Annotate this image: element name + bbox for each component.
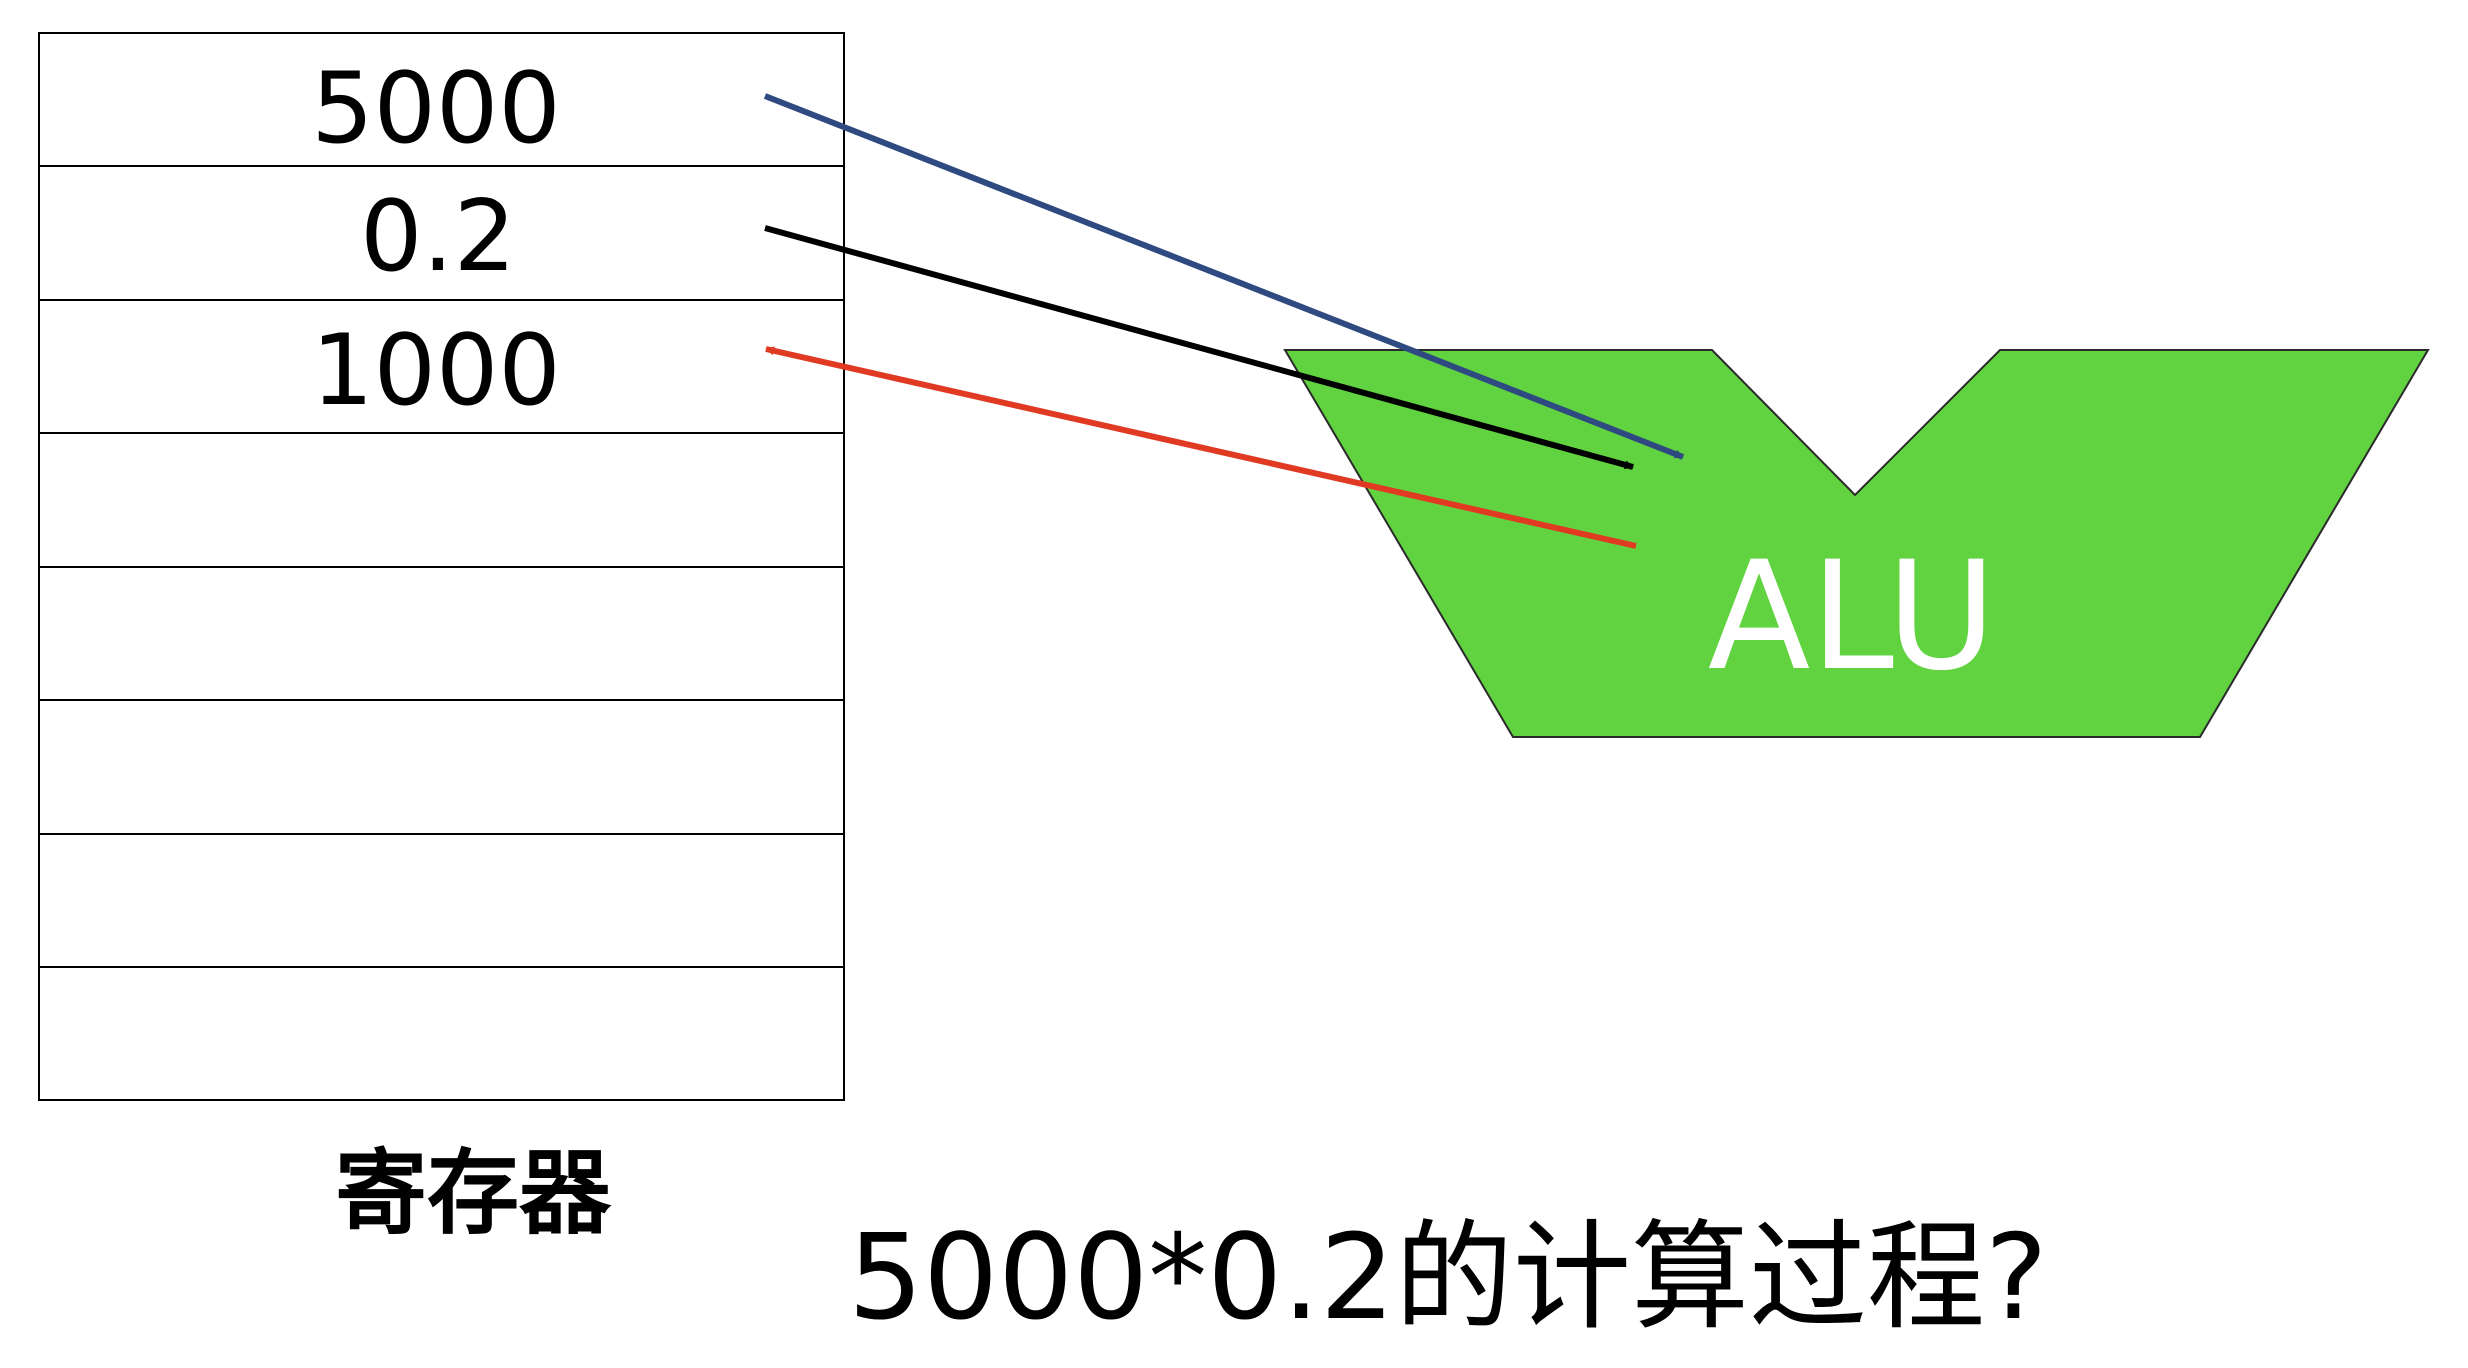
- register-cell-3: [38, 432, 845, 568]
- register-cell-2: [38, 299, 845, 434]
- register-cell-0: [38, 32, 845, 167]
- register-value-1: 0.2: [360, 180, 516, 294]
- register-file-label: 寄存器: [335, 1140, 612, 1247]
- register-cell-4: [38, 566, 845, 701]
- question-caption: 5000*0.2的计算过程?: [848, 1208, 2048, 1346]
- register-value-0: 5000: [311, 52, 560, 166]
- register-cell-1: [38, 165, 845, 301]
- register-file: 5000 0.2 1000: [38, 32, 845, 1101]
- operand1-arrow: [763, 93, 1685, 460]
- register-cell-7: [38, 966, 845, 1101]
- register-cell-6: [38, 833, 845, 968]
- alu: ALU: [1283, 349, 2430, 738]
- operand2-arrow: [764, 225, 1634, 470]
- result-arrow: [765, 346, 1637, 549]
- register-value-2: 1000: [311, 314, 560, 428]
- alu-label: ALU: [1708, 530, 1997, 704]
- register-cell-5: [38, 699, 845, 835]
